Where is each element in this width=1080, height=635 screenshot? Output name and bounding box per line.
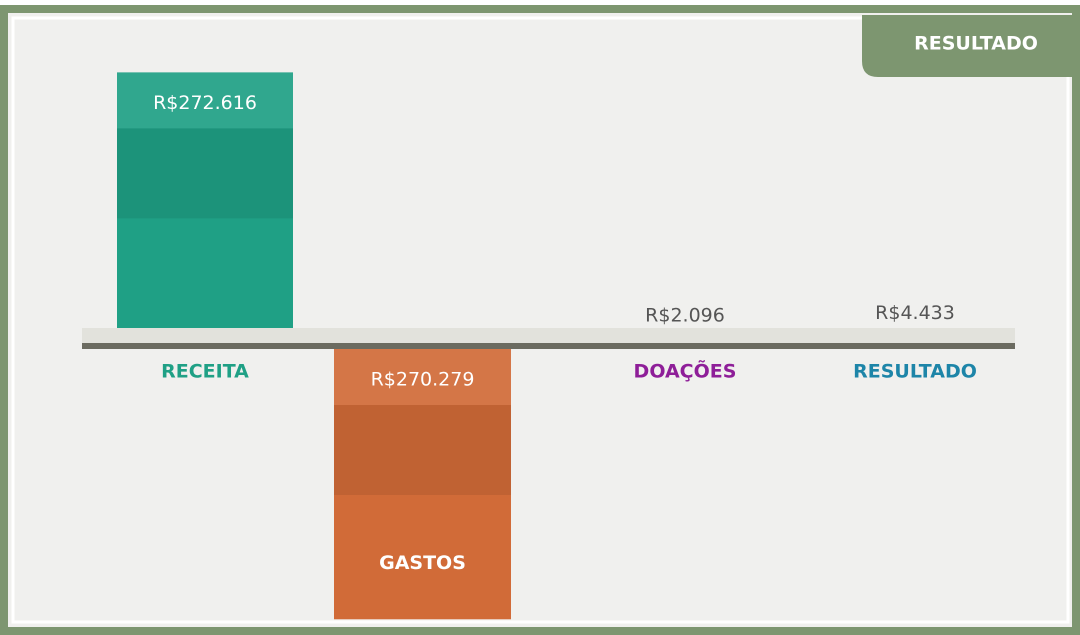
bar xyxy=(117,72,293,345)
category-label: DOAÇÕES xyxy=(634,359,737,383)
chart-title: RESULTADO xyxy=(914,33,1038,55)
category-label: RESULTADO xyxy=(853,361,977,383)
value-label: R$2.096 xyxy=(645,304,725,326)
value-label: R$270.279 xyxy=(371,369,475,391)
value-label: R$4.433 xyxy=(875,302,955,324)
category-label: GASTOS xyxy=(379,552,466,574)
bar-shade xyxy=(117,128,293,219)
bar xyxy=(334,349,511,620)
bar-label-band xyxy=(117,72,293,129)
value-label: R$272.616 xyxy=(153,92,257,114)
axis-shadow xyxy=(82,328,1015,343)
bar-shade xyxy=(334,405,511,495)
title-tab xyxy=(862,15,1080,77)
inner-frame xyxy=(11,16,1070,624)
category-label: RECEITA xyxy=(161,361,249,383)
bar-label-band xyxy=(334,349,511,405)
